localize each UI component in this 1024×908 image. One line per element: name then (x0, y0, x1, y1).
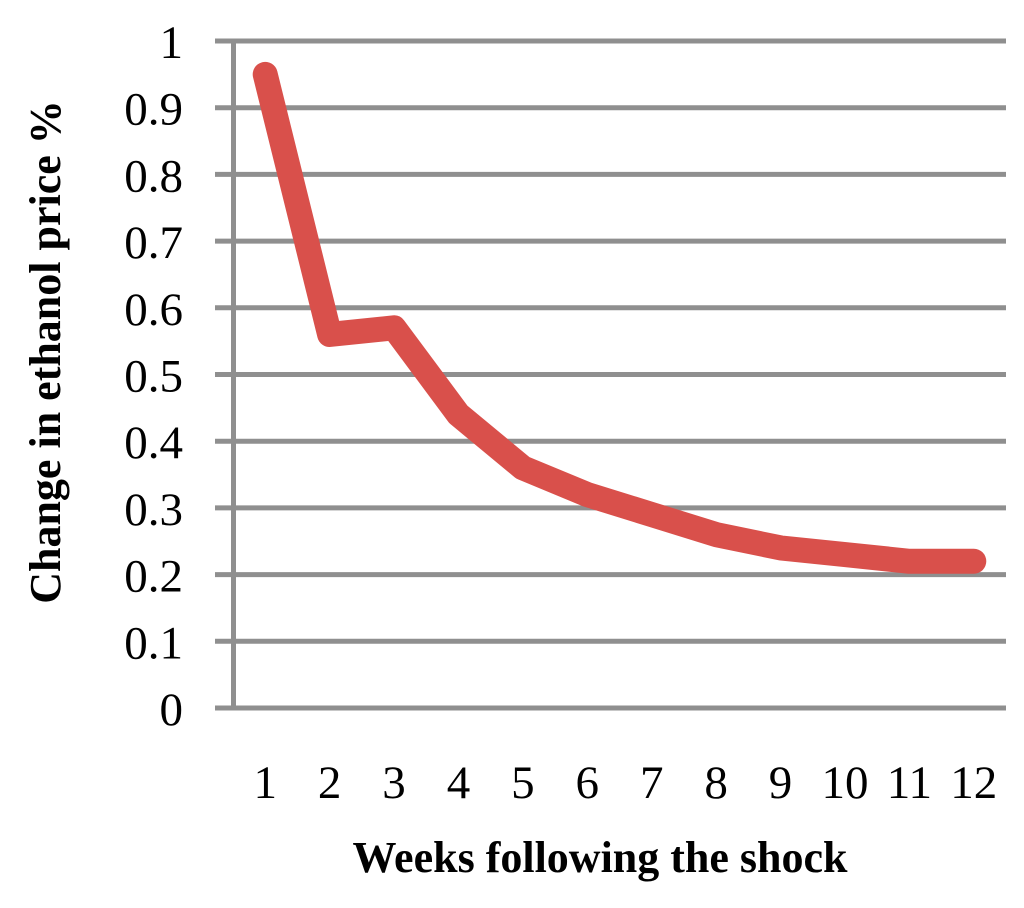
x-axis-title: Weeks following the shock (352, 833, 848, 882)
x-tick-label: 5 (511, 757, 535, 809)
ethanol-price-series-line (252, 61, 987, 574)
x-tick-label: 8 (704, 757, 728, 809)
x-tick-label: 4 (447, 757, 471, 809)
x-tick-label: 6 (576, 757, 600, 809)
x-tick-label: 10 (821, 757, 868, 809)
y-tick-label: 0.5 (124, 351, 183, 403)
y-tick-label: 0.1 (124, 617, 183, 669)
y-tick-label: 0.2 (124, 551, 183, 603)
y-tick-label: 0.4 (124, 417, 183, 469)
y-tick-labels: 0 0.1 0.2 0.3 0.4 0.5 0.6 0.7 0.8 0.9 1 (124, 17, 183, 736)
x-tick-label: 11 (887, 757, 932, 809)
y-tick-label: 0 (160, 684, 184, 736)
gridlines (215, 38, 1006, 711)
y-tick-label: 1 (160, 17, 184, 69)
y-tick-label: 0.9 (124, 84, 183, 136)
y-tick-label: 0.8 (124, 150, 183, 202)
x-tick-label: 2 (318, 757, 342, 809)
y-tick-label: 0.6 (124, 284, 183, 336)
x-tick-label: 9 (769, 757, 793, 809)
x-tick-label: 1 (253, 757, 277, 809)
y-tick-label: 0.3 (124, 484, 183, 536)
x-tick-label: 7 (640, 757, 664, 809)
x-tick-labels: 1 2 3 4 5 6 7 8 9 10 11 12 (253, 757, 997, 809)
x-tick-label: 12 (950, 757, 997, 809)
y-axis-title: Change in ethanol price % (21, 100, 70, 604)
y-tick-label: 0.7 (124, 217, 183, 269)
x-tick-label: 3 (382, 757, 406, 809)
